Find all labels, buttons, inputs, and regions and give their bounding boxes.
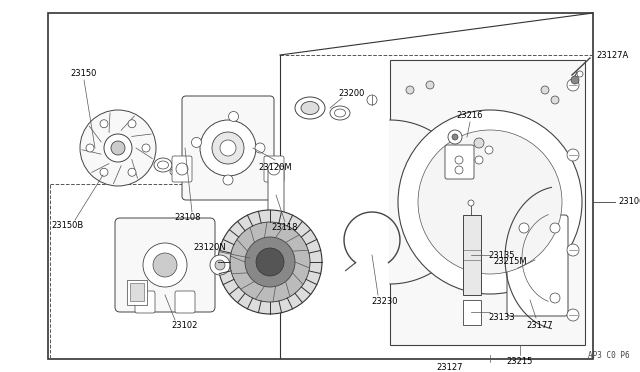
Circle shape bbox=[128, 120, 136, 128]
Bar bbox=[48, 13, 593, 359]
Circle shape bbox=[228, 112, 239, 122]
Text: 23118: 23118 bbox=[272, 224, 298, 232]
Circle shape bbox=[418, 130, 562, 274]
Circle shape bbox=[223, 175, 233, 185]
Circle shape bbox=[245, 237, 295, 287]
Ellipse shape bbox=[330, 106, 350, 120]
Ellipse shape bbox=[170, 169, 180, 176]
Text: 23133: 23133 bbox=[489, 314, 515, 323]
Circle shape bbox=[104, 134, 132, 162]
Text: 23127A: 23127A bbox=[596, 51, 628, 60]
Text: 23215: 23215 bbox=[507, 357, 533, 366]
Polygon shape bbox=[390, 60, 472, 345]
Text: 23120N: 23120N bbox=[194, 243, 227, 251]
FancyBboxPatch shape bbox=[175, 291, 195, 313]
Circle shape bbox=[541, 86, 549, 94]
Text: 23177: 23177 bbox=[527, 321, 554, 330]
FancyBboxPatch shape bbox=[115, 218, 215, 312]
FancyBboxPatch shape bbox=[268, 166, 284, 225]
Circle shape bbox=[571, 76, 579, 84]
Text: 23108: 23108 bbox=[175, 214, 201, 222]
Bar bbox=[130, 283, 144, 301]
FancyBboxPatch shape bbox=[135, 291, 155, 313]
Bar bbox=[50, 184, 280, 358]
Circle shape bbox=[567, 149, 579, 161]
Circle shape bbox=[448, 130, 462, 144]
Circle shape bbox=[143, 243, 187, 287]
Circle shape bbox=[519, 223, 529, 233]
Circle shape bbox=[212, 132, 244, 164]
Text: 23120M: 23120M bbox=[258, 164, 292, 173]
Circle shape bbox=[111, 141, 125, 155]
Text: 23216: 23216 bbox=[457, 112, 483, 121]
Text: 23100: 23100 bbox=[618, 198, 640, 206]
FancyBboxPatch shape bbox=[445, 145, 474, 179]
Circle shape bbox=[230, 222, 310, 302]
Circle shape bbox=[474, 138, 484, 148]
Circle shape bbox=[100, 120, 108, 128]
Circle shape bbox=[100, 168, 108, 176]
Text: 23230: 23230 bbox=[372, 298, 398, 307]
Circle shape bbox=[367, 95, 377, 105]
Text: 23215M: 23215M bbox=[493, 257, 527, 266]
Circle shape bbox=[268, 163, 280, 175]
Circle shape bbox=[398, 110, 582, 294]
Bar bbox=[280, 55, 593, 358]
Circle shape bbox=[255, 143, 265, 153]
Circle shape bbox=[475, 156, 483, 164]
Bar bbox=[127, 280, 147, 305]
Bar bbox=[463, 215, 481, 295]
Text: 23150: 23150 bbox=[71, 70, 97, 78]
Circle shape bbox=[256, 248, 284, 276]
Circle shape bbox=[577, 71, 583, 77]
Circle shape bbox=[567, 79, 579, 91]
Circle shape bbox=[567, 309, 579, 321]
Ellipse shape bbox=[154, 158, 172, 172]
Circle shape bbox=[218, 210, 322, 314]
Bar bbox=[463, 300, 481, 325]
FancyBboxPatch shape bbox=[264, 156, 284, 182]
Circle shape bbox=[80, 110, 156, 186]
Circle shape bbox=[86, 144, 94, 152]
Circle shape bbox=[452, 134, 458, 140]
Circle shape bbox=[210, 255, 230, 275]
Circle shape bbox=[485, 146, 493, 154]
Circle shape bbox=[153, 253, 177, 277]
Circle shape bbox=[200, 120, 256, 176]
FancyBboxPatch shape bbox=[182, 96, 274, 200]
Circle shape bbox=[220, 140, 236, 156]
Circle shape bbox=[176, 163, 188, 175]
Circle shape bbox=[468, 200, 474, 206]
FancyBboxPatch shape bbox=[172, 156, 192, 182]
Circle shape bbox=[406, 86, 414, 94]
Circle shape bbox=[455, 156, 463, 164]
Text: 23150B: 23150B bbox=[52, 221, 84, 231]
Circle shape bbox=[550, 223, 560, 233]
Text: AP3 C0 P6: AP3 C0 P6 bbox=[588, 351, 630, 360]
Circle shape bbox=[191, 137, 202, 147]
Circle shape bbox=[455, 166, 463, 174]
Circle shape bbox=[215, 260, 225, 270]
Circle shape bbox=[426, 81, 434, 89]
Text: 23135: 23135 bbox=[489, 250, 515, 260]
Ellipse shape bbox=[301, 102, 319, 115]
Text: 23127: 23127 bbox=[436, 363, 463, 372]
Ellipse shape bbox=[295, 97, 325, 119]
Circle shape bbox=[551, 96, 559, 104]
Circle shape bbox=[142, 144, 150, 152]
Text: 23102: 23102 bbox=[172, 321, 198, 330]
Circle shape bbox=[550, 293, 560, 303]
Ellipse shape bbox=[335, 109, 346, 117]
Text: 23200: 23200 bbox=[339, 89, 365, 97]
FancyBboxPatch shape bbox=[507, 215, 568, 316]
Circle shape bbox=[567, 244, 579, 256]
Circle shape bbox=[128, 168, 136, 176]
Ellipse shape bbox=[157, 161, 168, 169]
Bar bbox=[390, 60, 585, 345]
